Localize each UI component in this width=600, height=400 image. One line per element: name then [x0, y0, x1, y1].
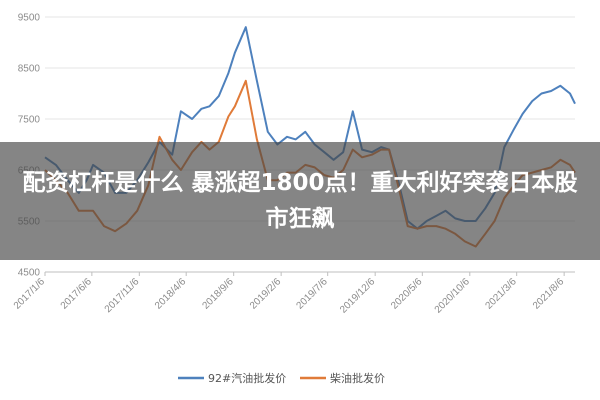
x-tick-label: 2021/8/6 — [531, 276, 567, 312]
x-tick-label: 2019/2/6 — [248, 276, 284, 312]
y-tick-label: 9500 — [18, 13, 41, 24]
headline-text: 配资杠杆是什么 暴涨超1800点！重大利好突袭日本股市狂飙 — [22, 170, 578, 232]
chart-legend: 92#汽油批发价 柴油批发价 — [178, 371, 385, 385]
x-tick-label: 2020/10/6 — [433, 276, 473, 316]
x-tick-label: 2018/4/6 — [153, 276, 189, 312]
legend-label: 柴油批发价 — [330, 371, 385, 385]
x-tick-label: 2020/5/6 — [389, 276, 425, 312]
y-tick-label: 7500 — [18, 115, 41, 126]
legend-label: 92#汽油批发价 — [208, 371, 286, 385]
y-tick-label: 8500 — [18, 64, 41, 75]
x-tick-label: 2018/9/6 — [200, 276, 236, 312]
headline-banner: 配资杠杆是什么 暴涨超1800点！重大利好突袭日本股市狂飙 — [0, 142, 600, 260]
x-tick-label: 2021/3/6 — [483, 276, 519, 312]
y-tick-label: 4500 — [18, 268, 41, 279]
x-tick-label: 2019/12/6 — [338, 276, 378, 316]
x-tick-label: 2019/7/6 — [294, 276, 330, 312]
x-tick-label: 2017/11/6 — [103, 276, 142, 315]
x-tick-label: 2017/6/6 — [59, 276, 95, 312]
x-tick-label: 2017/1/6 — [12, 276, 48, 312]
x-axis: 2017/1/6 2017/6/6 2017/11/6 2018/4/6 2018/9/… — [12, 272, 567, 316]
